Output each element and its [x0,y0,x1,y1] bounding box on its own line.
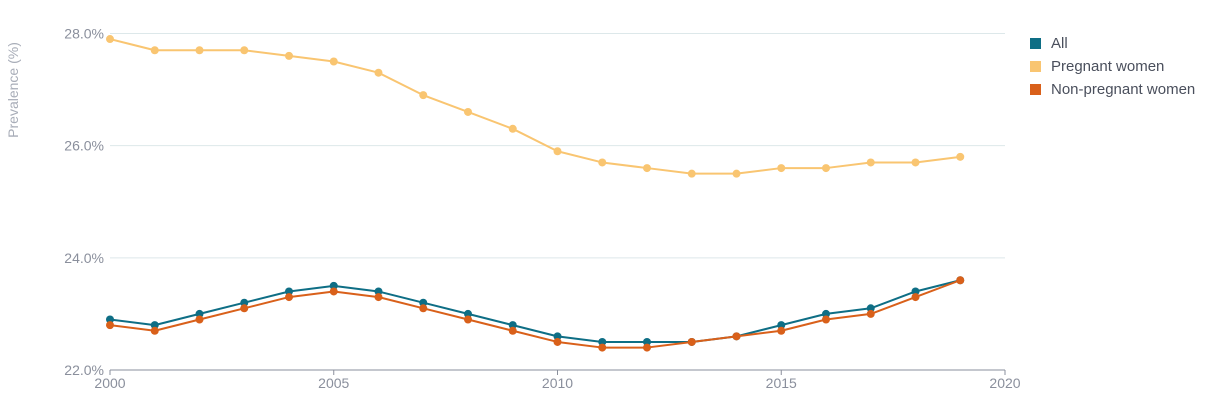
data-point[interactable] [956,152,965,161]
data-point[interactable] [106,35,114,44]
data-point[interactable] [822,164,830,173]
data-point[interactable] [195,315,204,324]
data-point[interactable] [732,332,741,341]
data-point[interactable] [822,315,830,324]
data-point[interactable] [374,293,383,302]
data-point[interactable] [240,304,249,313]
y-tick-label: 28.0% [64,25,104,41]
data-point[interactable] [285,287,293,296]
data-point[interactable] [553,147,562,156]
data-point[interactable] [911,293,920,302]
legend-item[interactable]: Non-pregnant women [1030,78,1195,101]
x-tick-label: 2000 [94,375,125,391]
series-non-pregnant-women [106,276,965,352]
x-tick-label: 2015 [766,375,797,391]
series-pregnant-women [106,35,965,178]
data-point[interactable] [866,158,875,167]
legend-label: Pregnant women [1051,58,1165,75]
x-tick-label: 2020 [989,375,1020,391]
y-tick-label: 24.0% [64,250,104,266]
legend-item[interactable]: All [1030,32,1195,55]
legend-swatch [1030,38,1041,49]
data-point[interactable] [866,309,875,318]
data-point[interactable] [643,164,651,173]
data-point[interactable] [822,309,830,318]
series-layer [106,35,965,352]
data-point[interactable] [195,309,204,318]
legend-swatch [1030,84,1041,95]
gridlines [110,32,1005,371]
data-point[interactable] [464,309,472,318]
series-line [109,279,961,343]
data-point[interactable] [732,169,741,178]
data-point[interactable] [598,158,607,167]
data-point[interactable] [911,158,920,167]
data-point[interactable] [285,293,293,302]
data-point[interactable] [374,68,383,77]
y-tick-label: 22.0% [64,362,104,378]
data-point[interactable] [553,332,562,341]
data-point[interactable] [464,107,472,116]
data-point[interactable] [285,51,293,60]
data-point[interactable] [956,276,965,285]
legend: All Pregnant women Non-pregnant women [1030,32,1195,101]
y-axis: 22.0% 24.0% 26.0% 28.0% [64,25,104,378]
data-point[interactable] [240,46,249,55]
data-point[interactable] [643,337,651,346]
data-point[interactable] [866,304,875,313]
data-point[interactable] [643,343,651,352]
data-point[interactable] [777,326,786,335]
data-point[interactable] [240,298,249,307]
data-point[interactable] [911,287,920,296]
data-point[interactable] [195,46,204,55]
data-point[interactable] [687,169,696,178]
data-point[interactable] [598,337,607,346]
data-point[interactable] [329,281,338,290]
x-tick-label: 2005 [318,375,349,391]
data-point[interactable] [598,343,607,352]
data-point[interactable] [374,287,383,296]
x-axis: 2000 2005 2010 2015 2020 [94,369,1021,391]
data-point[interactable] [419,91,428,100]
y-tick-label: 26.0% [64,138,104,154]
x-tick-label: 2010 [542,375,573,391]
data-point[interactable] [329,287,338,296]
data-point[interactable] [508,326,517,335]
data-point[interactable] [553,337,562,346]
series-line [109,38,961,175]
data-point[interactable] [150,321,159,330]
data-point[interactable] [777,164,786,173]
data-point[interactable] [106,315,114,324]
data-point[interactable] [419,304,428,313]
data-point[interactable] [777,321,786,330]
data-point[interactable] [419,298,428,307]
data-point[interactable] [464,315,472,324]
legend-swatch [1030,61,1041,72]
data-point[interactable] [687,337,696,346]
legend-item[interactable]: Pregnant women [1030,55,1195,78]
data-point[interactable] [508,124,517,133]
y-axis-title: Prevalence (%) [5,42,21,138]
legend-label: All [1051,35,1068,52]
data-point[interactable] [150,326,159,335]
data-point[interactable] [106,321,114,330]
series-line [109,279,961,349]
data-point[interactable] [150,46,159,55]
legend-label: Non-pregnant women [1051,81,1196,98]
data-point[interactable] [329,57,338,66]
data-point[interactable] [508,321,517,330]
